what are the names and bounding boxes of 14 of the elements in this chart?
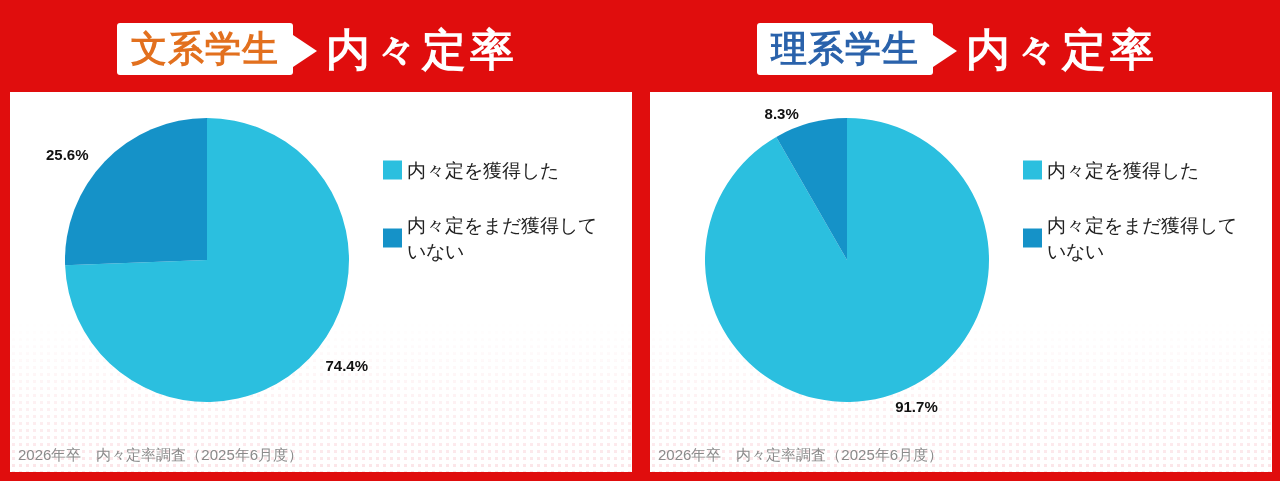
data-label: 25.6% [45,146,89,164]
legend-label: 内々定を獲得した [1047,159,1199,181]
legend-label: 内々定をまだ獲得していない [407,214,597,262]
text: 2026年卒 内々定率調査（2025年6月度） [658,446,944,464]
legend-label: 内々定をまだ獲得していない [1047,214,1237,262]
chart-subtitle: 内々定率 [326,24,518,76]
data-label: 74.4% [325,356,369,374]
data-label: 91.7% [895,398,938,416]
chart-title: 文系学生 [117,23,293,75]
text: 2026年卒 内々定率調査（2025年6月度） [18,446,304,464]
chart-subtitle: 内々定率 [966,24,1158,76]
data-label: 8.3% [764,104,799,122]
chart-title: 理系学生 [757,23,933,75]
legend-label: 内々定を獲得した [407,159,559,181]
